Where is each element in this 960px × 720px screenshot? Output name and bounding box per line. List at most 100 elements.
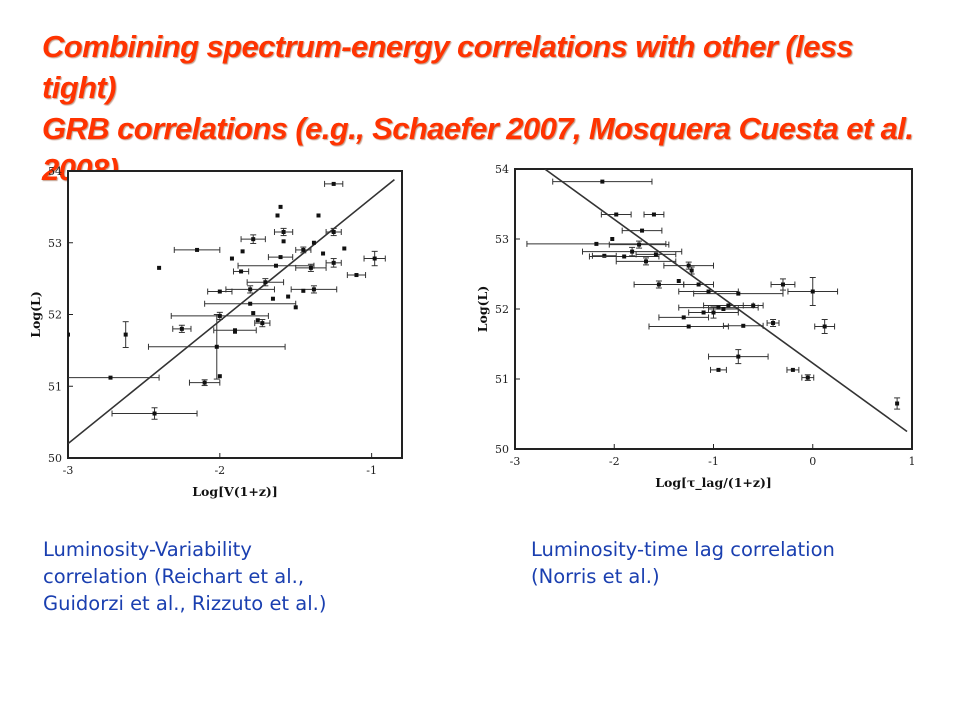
y-tick-label: 51 (495, 373, 509, 386)
y-axis-label: Log(L) (28, 291, 43, 337)
point-marker (644, 259, 649, 264)
data-point (325, 227, 342, 237)
data-point (894, 397, 901, 410)
point-marker (721, 307, 726, 311)
x-tick-label: -2 (214, 464, 225, 477)
point-marker (780, 282, 785, 287)
point-marker (751, 303, 756, 308)
point-marker (275, 213, 280, 218)
title-line-2: GRB correlations (e.g., Schaefer 2007, M… (42, 111, 914, 146)
caption-luminosity-timelag: Luminosity-time lag correlation (Norris … (531, 536, 931, 590)
data-point (111, 407, 198, 420)
data-point (610, 237, 615, 241)
point-marker (716, 305, 721, 310)
point-marker (600, 179, 605, 184)
x-tick-label: 0 (809, 455, 816, 468)
data-point (552, 178, 653, 185)
data-point (621, 227, 663, 234)
point-marker (248, 301, 253, 306)
point-marker (316, 213, 321, 218)
data-point (170, 311, 269, 321)
y-tick-label: 52 (495, 303, 509, 316)
luminosity-timelag-chart: -3 -2 -1 0 1 50 51 52 53 54 Log[τ_lag/(1+z)] Log(L) (475, 163, 916, 491)
point-marker (895, 401, 900, 406)
caption-luminosity-variability: Luminosity-Variability correlation (Reic… (43, 536, 463, 617)
point-marker (251, 311, 256, 316)
data-point (701, 310, 706, 315)
data-point (787, 277, 839, 306)
data-point (68, 374, 160, 381)
data-point (173, 246, 221, 253)
point-marker (342, 246, 347, 251)
data-point (643, 211, 665, 218)
data-point (286, 294, 291, 299)
x-tick-label: -3 (63, 464, 74, 477)
point-marker (255, 318, 260, 323)
point-marker (610, 237, 615, 241)
data-point (316, 213, 321, 218)
caption-left-line-1: Luminosity-Variability (43, 538, 252, 561)
data-point (217, 374, 222, 379)
point-marker (640, 228, 645, 233)
point-marker (270, 296, 275, 301)
data-point (267, 254, 294, 261)
point-marker (805, 375, 810, 380)
point-marker (123, 332, 128, 337)
x-tick-label: -2 (609, 455, 620, 468)
point-marker (281, 229, 286, 234)
data-point (688, 266, 695, 275)
data-point (278, 204, 283, 209)
point-marker (239, 269, 244, 274)
data-point (342, 246, 347, 251)
data-point (600, 211, 632, 218)
data-point (708, 306, 739, 312)
data-point (814, 319, 836, 334)
point-marker (108, 375, 113, 380)
data-point (240, 249, 245, 254)
x-axis-label: Log[τ_lag/(1+z)] (655, 475, 772, 491)
point-marker (214, 344, 219, 349)
data-point (526, 240, 667, 247)
point-marker (653, 252, 658, 257)
point-marker (286, 294, 291, 299)
point-marker (152, 411, 157, 416)
point-marker (656, 282, 661, 287)
data-point (246, 278, 285, 287)
point-marker (822, 324, 827, 329)
data-point (608, 240, 670, 249)
data-point (635, 251, 677, 258)
x-axis-label: Log[V(1+z)] (192, 484, 278, 499)
point-marker (321, 251, 326, 256)
x-tick-label: -1 (708, 455, 719, 468)
data-point (275, 213, 280, 218)
point-marker (716, 367, 721, 372)
data-point (676, 279, 681, 283)
point-marker (202, 380, 207, 385)
data-point (68, 332, 70, 337)
data-point (273, 227, 294, 237)
data-point (122, 321, 129, 349)
point-marker (736, 291, 741, 296)
data-point (293, 305, 298, 310)
data-point (648, 323, 729, 330)
point-marker (68, 332, 70, 337)
caption-left-line-2: correlation (Reichart et al., (43, 565, 305, 588)
luminosity-variability-chart: -3 -2 -1 50 51 52 53 54 Log[V(1+z)] Log(L) (28, 165, 403, 499)
data-point (801, 374, 815, 381)
point-marker (273, 263, 278, 268)
data-point (295, 263, 327, 272)
point-marker (331, 181, 336, 186)
data-point (232, 268, 250, 275)
point-marker (263, 280, 268, 285)
data-point (325, 258, 342, 268)
point-marker (308, 265, 313, 270)
point-marker (301, 288, 306, 293)
point-marker (278, 204, 283, 209)
y-axis-label: Log(L) (475, 286, 490, 332)
point-marker (331, 229, 336, 234)
data-point (254, 319, 271, 328)
best-fit-line (544, 169, 908, 433)
y-tick-label: 50 (495, 443, 509, 456)
point-marker (217, 289, 222, 294)
